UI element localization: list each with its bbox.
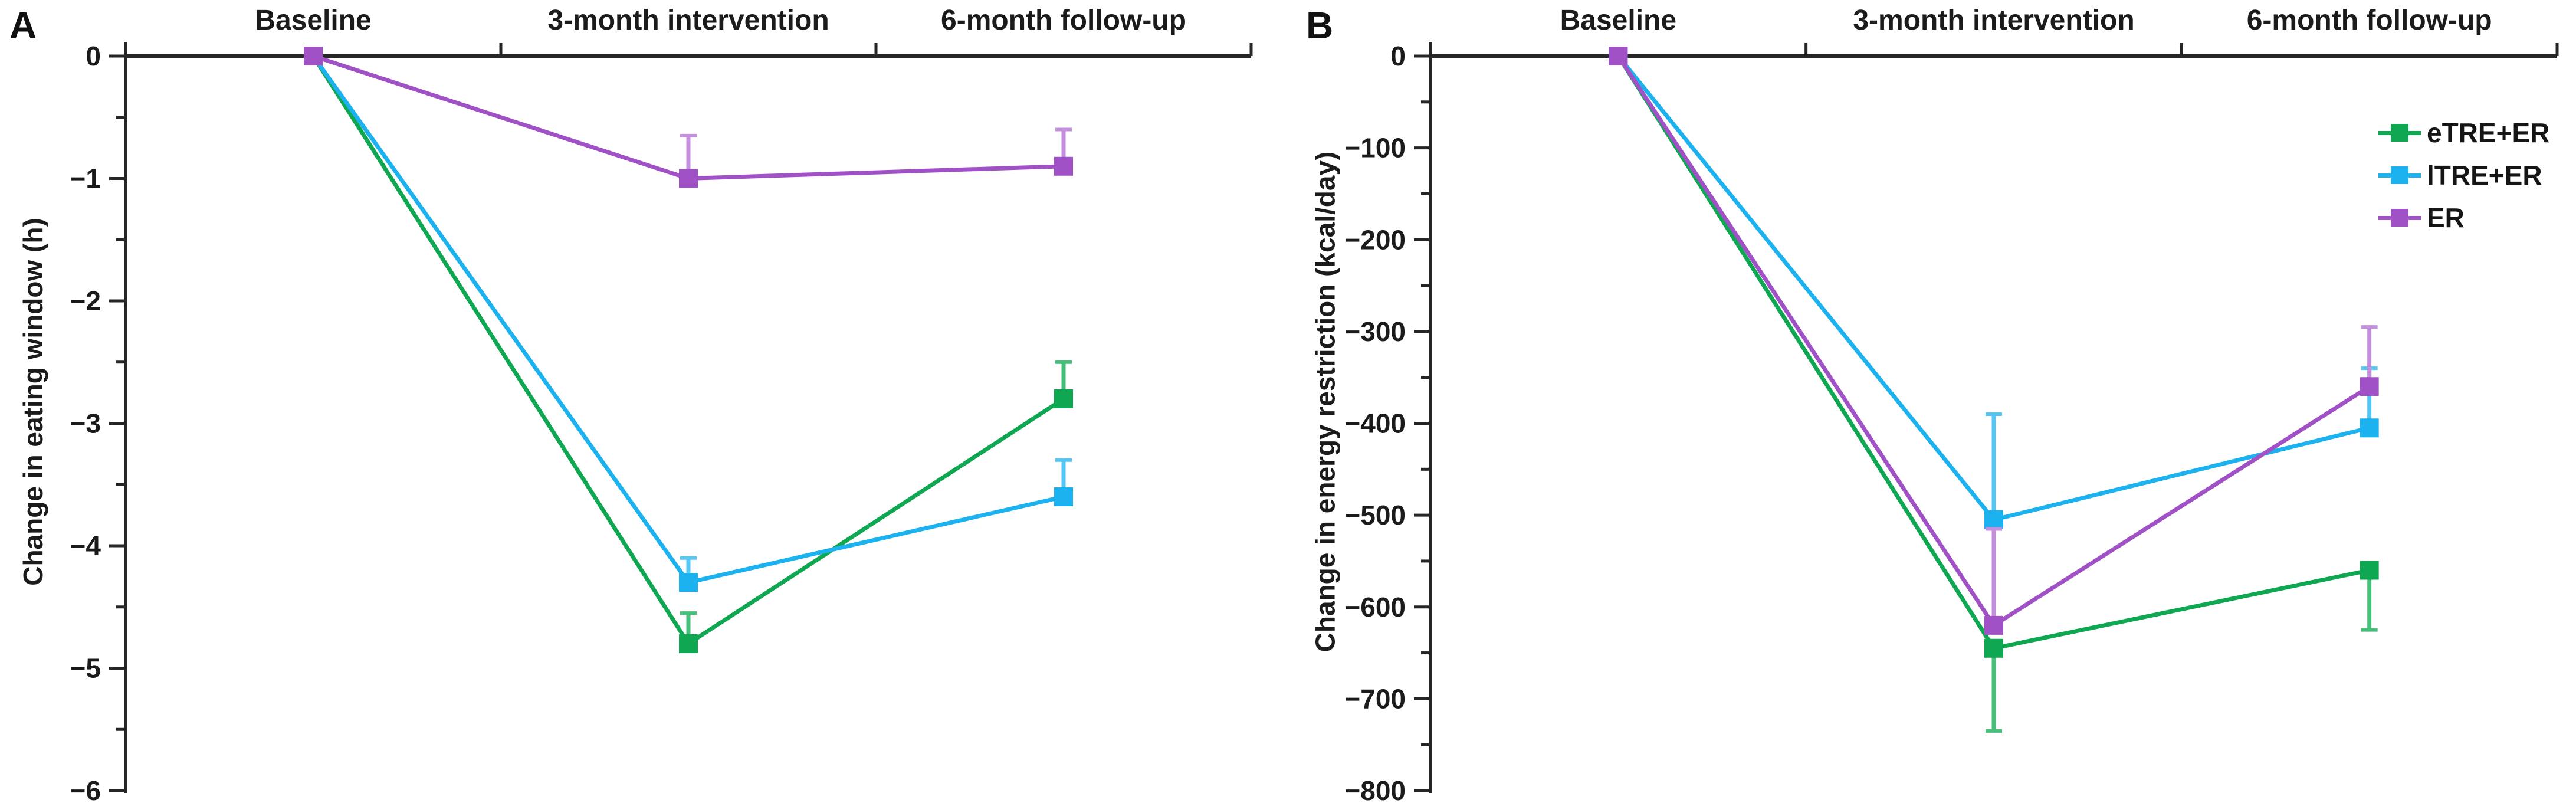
category-label: Baseline xyxy=(1560,5,1676,36)
data-point-marker-eTRE+ER xyxy=(2360,561,2379,580)
y-tick-label: −3 xyxy=(70,408,101,439)
data-point-marker-eTRE+ER xyxy=(1984,638,2003,658)
y-tick-label: −300 xyxy=(1344,316,1406,347)
data-point-marker-ER xyxy=(2360,377,2379,396)
data-point-marker-eTRE+ER xyxy=(679,634,698,653)
ltre-er-marker-icon xyxy=(2378,165,2421,185)
data-point-marker-lTRE+ER xyxy=(679,573,698,592)
y-tick-label: 0 xyxy=(1390,41,1406,71)
data-point-marker-ER xyxy=(304,47,323,65)
panel-b-chart: 0 −100 −200 −300 −400 −500 −600 −700 −800 Baselin… xyxy=(1344,5,2559,803)
data-point-marker-ER xyxy=(1609,47,1628,65)
legend-square-icon xyxy=(2391,209,2408,227)
data-point-marker-ER xyxy=(679,169,698,188)
y-tick-label: −200 xyxy=(1344,224,1406,255)
panel-b-letter: B xyxy=(1306,4,1334,47)
y-tick-label: −4 xyxy=(70,530,101,561)
legend-label-ltre-er: lTRE+ER xyxy=(2427,160,2542,191)
category-label: 3-month intervention xyxy=(1853,5,2134,36)
legend-square-icon xyxy=(2391,166,2408,184)
etre-er-marker-icon xyxy=(2378,123,2421,143)
data-point-marker-eTRE+ER xyxy=(1054,389,1073,408)
legend-row-ltre-er: lTRE+ER xyxy=(2378,154,2549,196)
category-label: Baseline xyxy=(255,5,371,36)
y-tick-label: −100 xyxy=(1344,133,1406,163)
data-point-marker-lTRE+ER xyxy=(1054,487,1073,506)
data-point-marker-lTRE+ER xyxy=(1984,510,2003,529)
y-tick-label: −2 xyxy=(70,286,101,316)
y-tick-label: −400 xyxy=(1344,408,1406,439)
legend-row-etre-er: eTRE+ER xyxy=(2378,112,2549,154)
y-tick-label: −500 xyxy=(1344,500,1406,530)
y-tick-label: −800 xyxy=(1344,775,1406,803)
y-tick-label: 0 xyxy=(86,41,101,71)
panel-a-chart: 0 −1 −2 −3 −4 −5 −6 Baseline 3-month interventio… xyxy=(70,5,1253,803)
er-marker-icon xyxy=(2378,208,2421,228)
legend: eTRE+ER lTRE+ER ER xyxy=(2378,112,2549,239)
legend-square-icon xyxy=(2391,124,2408,142)
y-tick-label: −600 xyxy=(1344,592,1406,622)
y-tick-label: −6 xyxy=(70,775,101,803)
legend-label-er: ER xyxy=(2427,202,2465,233)
legend-row-er: ER xyxy=(2378,196,2549,239)
data-point-marker-ER xyxy=(1054,156,1073,176)
data-point-marker-ER xyxy=(1984,615,2003,635)
legend-label-etre-er: eTRE+ER xyxy=(2427,117,2550,148)
category-label: 6-month follow-up xyxy=(941,5,1186,36)
category-label: 6-month follow-up xyxy=(2247,5,2492,36)
data-point-marker-lTRE+ER xyxy=(2360,418,2379,438)
y-tick-label: −700 xyxy=(1344,683,1406,714)
y-tick-label: −5 xyxy=(70,653,101,684)
y-tick-label: −1 xyxy=(70,163,101,194)
category-label: 3-month intervention xyxy=(547,5,829,36)
panel-a-letter: A xyxy=(9,4,38,47)
